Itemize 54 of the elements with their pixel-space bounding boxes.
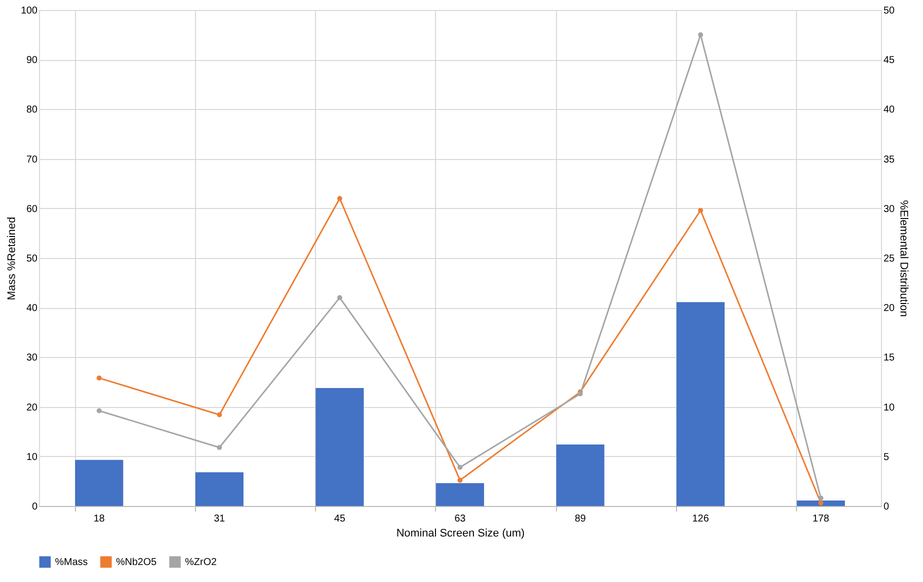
bar — [316, 388, 364, 506]
point — [216, 412, 222, 418]
point — [818, 500, 824, 506]
point — [216, 444, 222, 450]
y-tick-label: 100 — [20, 6, 38, 16]
y-tick-label: 30 — [26, 352, 38, 364]
point — [458, 478, 462, 483]
y2-tick-label: 15 — [884, 352, 896, 364]
point — [96, 408, 102, 414]
x-tick-label: 126 — [692, 514, 710, 524]
legend-label: %Mass — [55, 557, 88, 568]
bar — [676, 302, 725, 506]
y-tick-label: 40 — [26, 303, 38, 314]
bar — [195, 472, 244, 506]
bar — [796, 500, 845, 506]
y2-tick-label: 0 — [884, 502, 890, 512]
y-tick-label: 70 — [26, 154, 38, 166]
bar — [556, 444, 604, 506]
point — [337, 196, 342, 201]
x-axis-title: Nominal Screen Size (um) — [396, 528, 525, 540]
y-tick-label: 0 — [32, 502, 38, 512]
bar — [75, 460, 124, 506]
y2-tick-label: 35 — [884, 154, 896, 166]
y2-tick-label: 45 — [884, 55, 896, 66]
x-tick-label: 18 — [94, 514, 106, 524]
y-tick-label: 20 — [26, 402, 38, 414]
bar — [436, 483, 484, 506]
point — [698, 208, 704, 213]
y-tick-label: 80 — [26, 104, 38, 116]
y2-axis-title: %Elemental Distribution — [898, 200, 910, 317]
x-tick-label: 63 — [454, 514, 466, 524]
y-axis-title: Mass %Retained — [6, 216, 18, 300]
x-tick-label: 89 — [574, 514, 586, 524]
legend-label: %ZrO2 — [185, 557, 218, 568]
legend-label: %Nb2O5 — [116, 557, 158, 568]
point — [337, 295, 342, 300]
x-tick-label: 45 — [334, 514, 346, 524]
y2-tick-label: 40 — [884, 104, 896, 116]
x-tick-label: 31 — [214, 514, 226, 524]
y-tick-label: 60 — [26, 204, 38, 215]
y2-tick-label: 5 — [884, 452, 890, 463]
y-tick-label: 10 — [26, 452, 38, 463]
point — [698, 32, 704, 38]
point — [818, 496, 824, 501]
y2-tick-label: 25 — [884, 254, 896, 264]
point — [96, 376, 102, 381]
y-tick-label: 50 — [26, 254, 38, 264]
y2-tick-label: 30 — [884, 204, 896, 215]
x-tick-label: 178 — [812, 514, 830, 524]
y2-tick-label: 10 — [884, 402, 896, 414]
y2-tick-label: 50 — [884, 6, 896, 16]
y-tick-label: 90 — [26, 55, 38, 66]
y2-tick-label: 20 — [884, 303, 896, 314]
point — [458, 464, 462, 470]
